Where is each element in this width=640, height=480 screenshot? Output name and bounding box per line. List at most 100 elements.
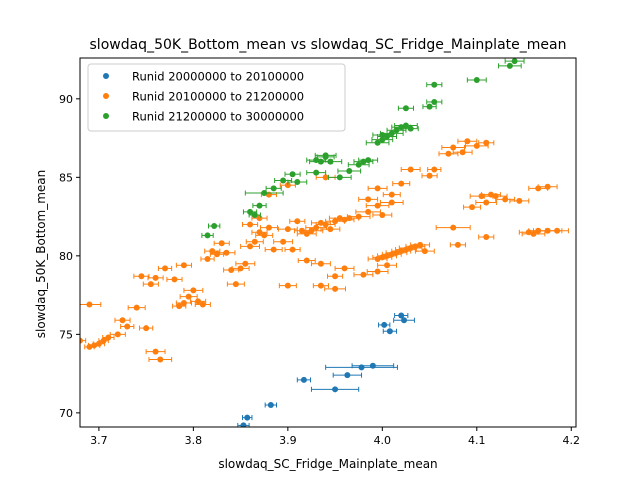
data-point bbox=[475, 199, 498, 206]
point-marker bbox=[332, 386, 339, 393]
data-point bbox=[327, 273, 344, 280]
point-marker bbox=[431, 166, 438, 173]
data-point bbox=[213, 240, 230, 247]
point-marker bbox=[242, 260, 249, 267]
point-marker bbox=[223, 249, 230, 256]
point-marker bbox=[483, 199, 490, 206]
point-marker bbox=[313, 224, 320, 231]
data-point bbox=[244, 190, 284, 197]
legend-item: Runid 20100000 to 21200000 bbox=[103, 90, 304, 104]
point-marker bbox=[284, 226, 291, 233]
data-point bbox=[410, 241, 431, 248]
point-marker bbox=[332, 285, 339, 292]
point-marker bbox=[322, 174, 329, 181]
point-marker bbox=[388, 191, 395, 198]
point-marker bbox=[294, 218, 301, 225]
data-point bbox=[147, 274, 164, 281]
point-marker bbox=[195, 298, 202, 305]
data-point bbox=[223, 266, 240, 273]
point-marker bbox=[473, 76, 480, 83]
point-marker bbox=[303, 257, 310, 264]
point-marker bbox=[152, 348, 159, 355]
data-point bbox=[402, 125, 419, 132]
data-point bbox=[371, 136, 394, 143]
data-point bbox=[252, 202, 267, 209]
data-point bbox=[273, 238, 294, 245]
series-2 bbox=[80, 138, 569, 363]
data-point bbox=[315, 221, 336, 228]
data-point bbox=[372, 131, 393, 138]
series-1 bbox=[237, 312, 415, 427]
point-marker bbox=[379, 131, 386, 138]
data-point bbox=[504, 58, 525, 65]
data-point bbox=[175, 262, 192, 269]
point-marker bbox=[213, 251, 220, 258]
data-point bbox=[309, 158, 333, 165]
data-point bbox=[346, 213, 371, 220]
point-marker bbox=[228, 266, 235, 273]
legend-marker bbox=[103, 113, 109, 119]
y-tick-label: 85 bbox=[59, 171, 73, 184]
data-point bbox=[277, 226, 298, 233]
data-point bbox=[394, 122, 418, 129]
point-marker bbox=[180, 299, 187, 306]
point-marker bbox=[180, 262, 187, 269]
data-point bbox=[204, 248, 221, 255]
point-marker bbox=[374, 268, 381, 275]
data-point bbox=[426, 98, 443, 105]
data-point bbox=[452, 149, 473, 156]
point-marker bbox=[530, 230, 537, 237]
point-marker bbox=[176, 303, 183, 310]
data-point bbox=[353, 271, 374, 278]
point-marker bbox=[80, 337, 83, 344]
point-marker bbox=[344, 372, 351, 379]
data-point bbox=[297, 257, 316, 264]
point-marker bbox=[322, 153, 329, 160]
x-tick-label: 3.8 bbox=[185, 434, 203, 447]
point-marker bbox=[294, 179, 301, 186]
point-marker bbox=[492, 193, 499, 200]
data-point bbox=[284, 171, 301, 178]
point-marker bbox=[119, 317, 126, 324]
point-marker bbox=[365, 157, 372, 164]
data-point bbox=[145, 348, 166, 355]
point-marker bbox=[341, 265, 348, 272]
x-tick-label: 4.2 bbox=[563, 434, 581, 447]
point-marker bbox=[450, 224, 457, 231]
point-marker bbox=[407, 125, 414, 132]
point-marker bbox=[454, 241, 461, 248]
point-marker bbox=[317, 158, 324, 165]
point-marker bbox=[270, 246, 277, 253]
point-marker bbox=[459, 149, 466, 156]
data-point bbox=[92, 340, 106, 347]
point-marker bbox=[289, 171, 296, 178]
data-point bbox=[438, 150, 459, 157]
x-tick-label: 4.0 bbox=[374, 434, 392, 447]
data-point bbox=[299, 227, 324, 234]
data-point bbox=[457, 138, 478, 145]
point-marker bbox=[211, 223, 218, 230]
data-point bbox=[278, 282, 297, 289]
data-point bbox=[284, 246, 301, 253]
data-point bbox=[287, 179, 308, 186]
data-point bbox=[351, 362, 395, 369]
data-point bbox=[157, 265, 173, 272]
point-marker bbox=[317, 282, 324, 289]
data-point bbox=[358, 157, 379, 164]
data-point bbox=[175, 299, 192, 306]
data-point bbox=[306, 169, 327, 176]
data-point bbox=[194, 301, 211, 308]
data-point bbox=[235, 260, 256, 267]
data-point bbox=[382, 191, 401, 198]
data-point bbox=[190, 298, 207, 305]
point-marker bbox=[86, 301, 93, 308]
data-point bbox=[241, 221, 259, 228]
data-point bbox=[240, 243, 261, 250]
data-point bbox=[426, 81, 443, 88]
point-marker bbox=[365, 208, 372, 215]
point-marker bbox=[506, 62, 513, 69]
point-marker bbox=[355, 161, 362, 168]
data-point bbox=[80, 301, 102, 308]
point-marker bbox=[199, 301, 206, 308]
point-marker bbox=[143, 325, 150, 332]
